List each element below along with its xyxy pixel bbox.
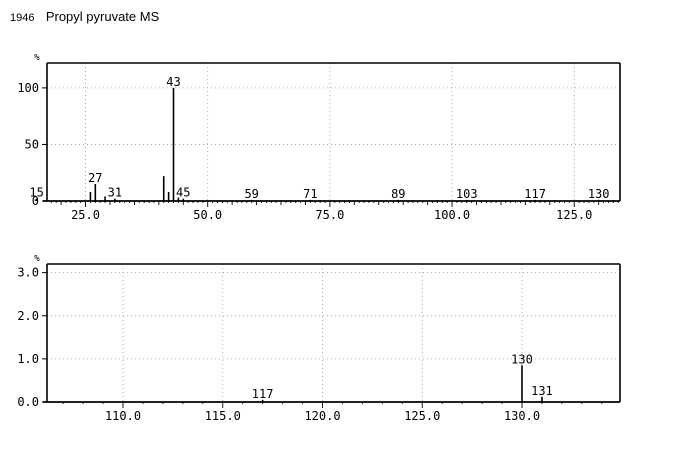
full-range-spectrum: 25.0 50.0 75.0 100.0 125.0 0 50 100% 15 27 31 43 45 5… bbox=[17, 53, 621, 222]
y-tick-label: 50 bbox=[25, 137, 39, 151]
x-tick-label: 110.0 bbox=[105, 409, 141, 423]
peak-label: 89 bbox=[391, 187, 405, 201]
x-tick-label: 130.0 bbox=[504, 409, 540, 423]
x-tick-label: 25.0 bbox=[71, 208, 100, 222]
x-tick-label: 75.0 bbox=[315, 208, 344, 222]
compound-number: 1946 bbox=[10, 12, 35, 24]
zoomed-range-spectrum: 110.0 115.0 120.0 125.0 130.0 0.0 1.0 2.0 3.0% 11… bbox=[17, 254, 621, 423]
peak-label: 15 bbox=[29, 186, 43, 200]
y-tick-label: 1.0 bbox=[17, 352, 39, 366]
y-tick-label: 3.0 bbox=[17, 266, 39, 280]
x-tick-label: 120.0 bbox=[304, 409, 340, 423]
peak-label: 117 bbox=[524, 187, 546, 201]
x-tick-label: 115.0 bbox=[205, 409, 241, 423]
y-tick-label: 100 bbox=[17, 81, 39, 95]
peak-label: 131 bbox=[531, 384, 553, 398]
y-tick-label: 0.0 bbox=[17, 395, 39, 409]
y-tick-label: 0 bbox=[32, 194, 39, 208]
x-tick-label: 100.0 bbox=[434, 208, 470, 222]
peak-label: 59 bbox=[244, 187, 258, 201]
peak-label: 71 bbox=[303, 187, 317, 201]
y-tick-label: 2.0 bbox=[17, 309, 39, 323]
peak-label: 45 bbox=[176, 186, 190, 200]
peak-label: 43 bbox=[166, 75, 180, 89]
spectrum-header: 1946 Propyl pyruvate MS bbox=[10, 9, 159, 24]
y-axis-label: % bbox=[34, 254, 40, 264]
compound-title: Propyl pyruvate MS bbox=[45, 9, 160, 24]
peak-label: 117 bbox=[252, 387, 274, 401]
x-tick-label: 125.0 bbox=[404, 409, 440, 423]
peak-label: 27 bbox=[88, 171, 102, 185]
x-tick-label: 125.0 bbox=[556, 208, 592, 222]
peak-label: 130 bbox=[588, 187, 610, 201]
y-axis-label: % bbox=[34, 53, 40, 63]
peak-label: 103 bbox=[456, 187, 478, 201]
peak-label: 31 bbox=[108, 186, 122, 200]
x-tick-label: 50.0 bbox=[193, 208, 222, 222]
peak-label: 130 bbox=[511, 352, 533, 366]
